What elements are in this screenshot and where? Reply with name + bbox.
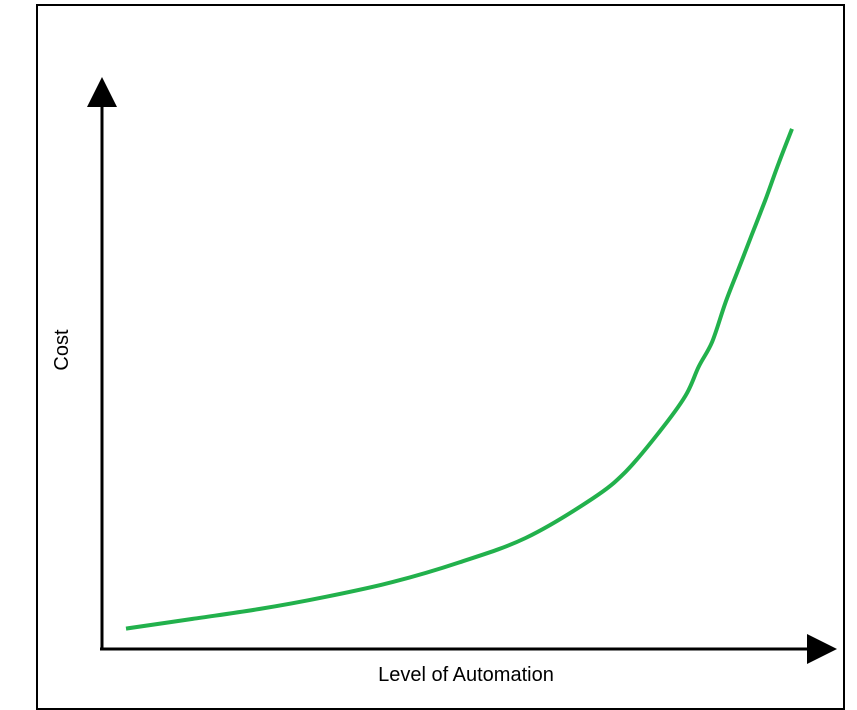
series-line-0 xyxy=(125,128,794,631)
chart-frame xyxy=(36,4,845,710)
x-axis-title: Level of Automation xyxy=(378,664,554,686)
y-axis-title: Cost xyxy=(51,329,73,371)
series-layer xyxy=(125,128,794,631)
